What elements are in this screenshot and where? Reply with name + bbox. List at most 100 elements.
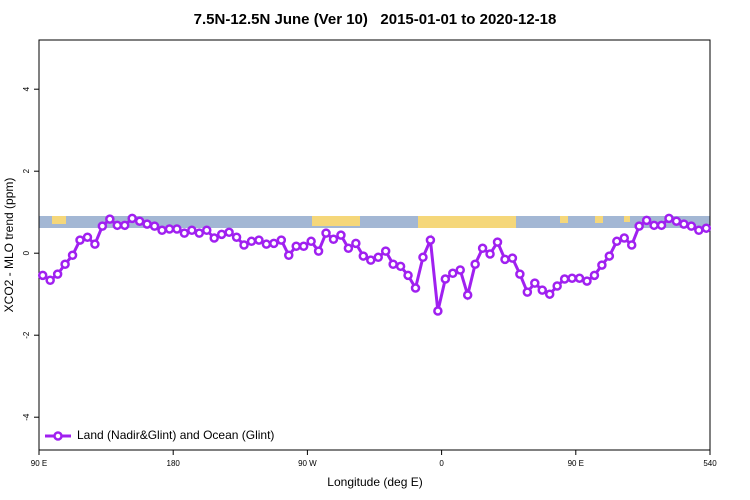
x-axis-label: Longitude (deg E) (327, 475, 422, 489)
point (515, 269, 525, 279)
point (291, 241, 301, 251)
y-tick-label: 0 (22, 250, 31, 255)
point (671, 216, 682, 226)
x-tick-label: 0 (439, 459, 444, 468)
plot-frame (38, 39, 711, 451)
point (209, 233, 219, 243)
point (492, 237, 503, 247)
point (433, 306, 443, 316)
y-tick-label: -2 (22, 331, 31, 339)
point (306, 236, 316, 247)
point (276, 235, 287, 245)
point (395, 261, 406, 272)
point (567, 273, 577, 283)
point (67, 250, 78, 260)
point (604, 251, 615, 261)
point (470, 259, 480, 270)
point (574, 273, 585, 283)
point (157, 225, 167, 235)
point (544, 289, 555, 299)
x-tick-label: 90 W (298, 459, 317, 468)
x-tick-label: 90 E (568, 459, 584, 468)
ocean-strip (39, 216, 710, 228)
point (164, 224, 175, 234)
point (45, 275, 55, 286)
point (119, 220, 130, 231)
point (410, 283, 421, 293)
point (448, 268, 458, 279)
point (60, 259, 70, 270)
point (142, 219, 152, 229)
point (112, 220, 123, 231)
point (619, 233, 630, 243)
point (52, 269, 63, 279)
point (701, 223, 712, 233)
point (537, 285, 547, 295)
x-tick-label: 90 E (31, 459, 47, 468)
point (224, 227, 234, 238)
point (75, 235, 85, 245)
point (626, 240, 637, 250)
point (336, 230, 346, 240)
point (127, 213, 137, 224)
point (313, 246, 324, 256)
point (351, 238, 361, 249)
y-tick-label: -4 (22, 413, 31, 421)
point (649, 220, 659, 231)
point (298, 241, 309, 251)
point (202, 225, 212, 235)
x-tick-label: 180 (167, 459, 181, 468)
point (686, 221, 697, 231)
point (462, 290, 473, 300)
point (559, 274, 570, 284)
point (179, 228, 190, 238)
point (187, 225, 197, 235)
point (194, 228, 205, 238)
land-patch (595, 216, 603, 223)
point (82, 232, 93, 242)
point (455, 265, 465, 275)
point (634, 221, 644, 231)
y-axis-label: XCO2 - MLO trend (ppm) (2, 178, 16, 313)
point (664, 213, 674, 224)
point (388, 259, 398, 270)
point (694, 225, 704, 235)
land-patch (560, 216, 568, 223)
land-patch (312, 216, 360, 226)
point (358, 251, 369, 261)
point (373, 252, 383, 263)
chart-title: 7.5N-12.5N June (Ver 10) 2015-01-01 to 2… (194, 11, 557, 28)
y-tick-label: 2 (22, 168, 31, 173)
land-patch (624, 216, 630, 222)
point (269, 238, 279, 249)
point (90, 239, 100, 249)
point (477, 243, 488, 254)
point (246, 236, 257, 247)
point (679, 219, 689, 229)
point (254, 235, 264, 245)
point (239, 240, 249, 250)
point (172, 224, 182, 234)
series-line (41, 216, 707, 312)
point (656, 220, 667, 231)
point (231, 232, 242, 242)
point (328, 234, 339, 245)
land-patch (418, 216, 516, 228)
point (582, 276, 592, 286)
point (612, 236, 622, 247)
legend-label: Land (Nadir&Glint) and Ocean (Glint) (77, 428, 274, 442)
point (261, 239, 272, 249)
point (321, 228, 331, 238)
point (589, 270, 600, 281)
point (403, 270, 413, 281)
point (284, 250, 294, 260)
point (440, 274, 451, 284)
point (522, 287, 533, 297)
point (105, 214, 115, 224)
point (425, 235, 436, 245)
point (343, 243, 354, 254)
x-tick-label: 540 (703, 459, 717, 468)
point (37, 270, 48, 281)
